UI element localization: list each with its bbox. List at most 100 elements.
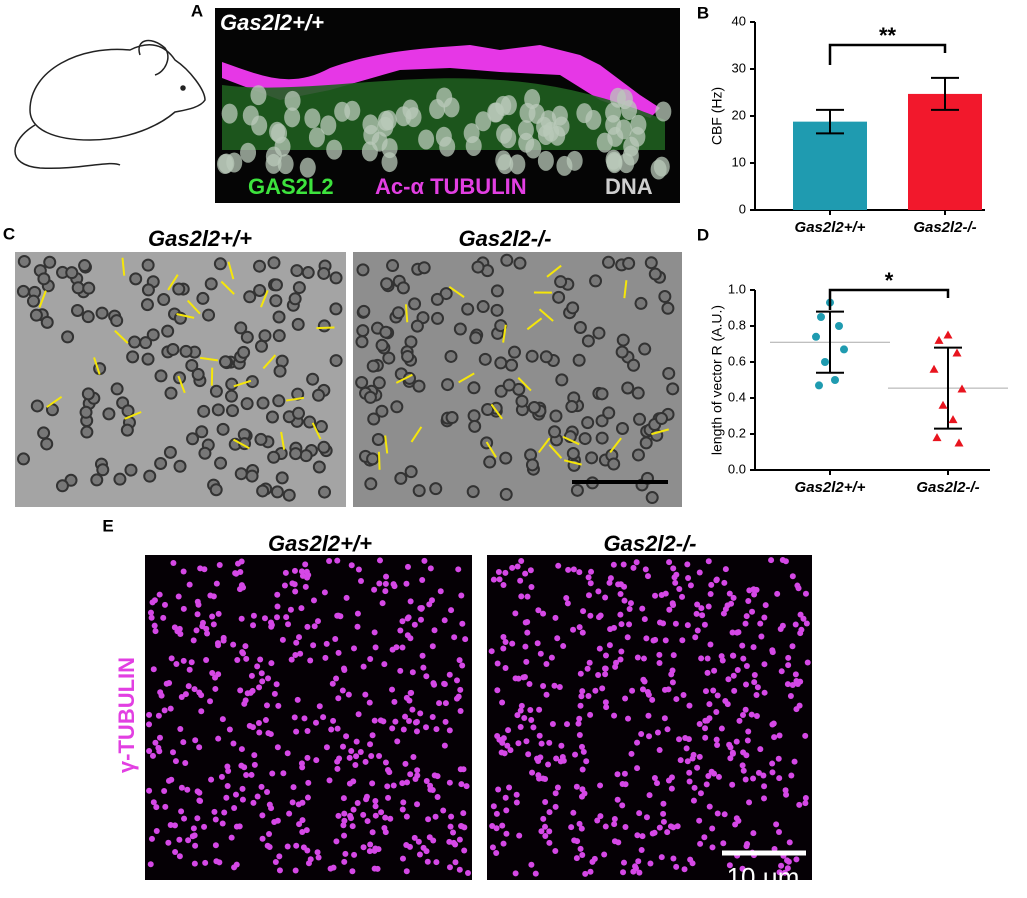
centriole [221, 809, 228, 816]
centriole [617, 656, 624, 663]
centriole [493, 849, 500, 856]
centriole [461, 824, 468, 831]
centriole [769, 649, 776, 656]
centriole [601, 851, 608, 858]
centriole [542, 832, 549, 839]
centriole [176, 836, 183, 843]
centriole [549, 721, 556, 728]
centriole [191, 860, 198, 867]
nucleus [240, 142, 257, 163]
centriole [611, 816, 618, 823]
centriole [619, 802, 626, 809]
cilium-base [481, 403, 495, 417]
nucleus [326, 139, 343, 160]
cilium-base [366, 452, 380, 466]
centriole [758, 633, 765, 640]
centriole [457, 708, 464, 715]
centriole [621, 770, 628, 777]
nucleus [395, 106, 412, 127]
significance-label: ** [879, 23, 897, 48]
cilium-base [299, 449, 313, 463]
centriole [190, 637, 197, 644]
cilium-base [661, 301, 675, 315]
centriole [743, 752, 750, 759]
centriole [296, 821, 303, 828]
centriole [244, 690, 251, 697]
orientation-arrow [623, 280, 628, 299]
centriole [167, 705, 174, 712]
centriole [680, 692, 687, 699]
centriole [739, 762, 746, 769]
centriole [274, 591, 281, 598]
cilium-base [445, 411, 459, 425]
centriole [451, 634, 458, 641]
centriole [736, 717, 743, 724]
centriole [583, 758, 590, 765]
centriole [446, 864, 453, 871]
panel-label: A [191, 1, 203, 20]
centriole [517, 723, 524, 730]
centriole [241, 764, 248, 771]
centriole [453, 695, 460, 702]
centriole [617, 611, 624, 618]
centriole [283, 614, 290, 621]
cilium-base [616, 333, 630, 347]
centriole [525, 751, 532, 758]
significance-bracket [828, 43, 947, 65]
cilium-base [648, 267, 662, 281]
centriole [707, 591, 714, 598]
centriole [666, 559, 673, 566]
centriole [269, 770, 276, 777]
centriole [721, 811, 728, 818]
centriole [456, 836, 463, 843]
centriole [389, 686, 396, 693]
cilium-base [164, 386, 178, 400]
centriole [160, 614, 167, 621]
centriole [502, 639, 509, 646]
cilium-base [565, 400, 579, 414]
centriole [165, 777, 172, 784]
cilium-base [581, 416, 595, 430]
centriole [750, 644, 757, 651]
centriole [502, 665, 509, 672]
cilium-base [163, 445, 177, 459]
centriole [786, 839, 793, 846]
centriole [304, 794, 311, 801]
centriole [357, 578, 364, 585]
cilium-base [483, 455, 497, 469]
centriole [147, 861, 154, 868]
centriole [208, 776, 215, 783]
centriole [670, 855, 677, 862]
centriole [458, 781, 465, 788]
legend-label: DNA [605, 174, 653, 199]
centriole [156, 591, 163, 598]
centriole [585, 693, 592, 700]
cilium-base [615, 421, 629, 435]
centriole [802, 732, 809, 739]
centriole [342, 850, 349, 857]
centriole [570, 566, 577, 573]
nucleus [500, 95, 517, 116]
centriole [769, 721, 776, 728]
centriole [515, 740, 522, 747]
centriole [184, 786, 191, 793]
centriole [490, 803, 497, 810]
centriole [453, 677, 460, 684]
centriole [155, 712, 162, 719]
centriole [651, 774, 658, 781]
x-tick-label: Gas2l2+/+ [795, 479, 866, 496]
centriole [292, 651, 299, 658]
centriole [284, 843, 291, 850]
centriole [313, 757, 320, 764]
centriole [602, 671, 609, 678]
cilium-base [37, 272, 51, 286]
centriole [496, 576, 503, 583]
centriole [708, 768, 715, 775]
centriole [773, 821, 780, 828]
cilium-base [288, 292, 302, 306]
centriole [615, 839, 622, 846]
centriole [339, 687, 346, 694]
cilium-base [81, 387, 95, 401]
centriole [431, 627, 438, 634]
centriole [231, 864, 238, 871]
